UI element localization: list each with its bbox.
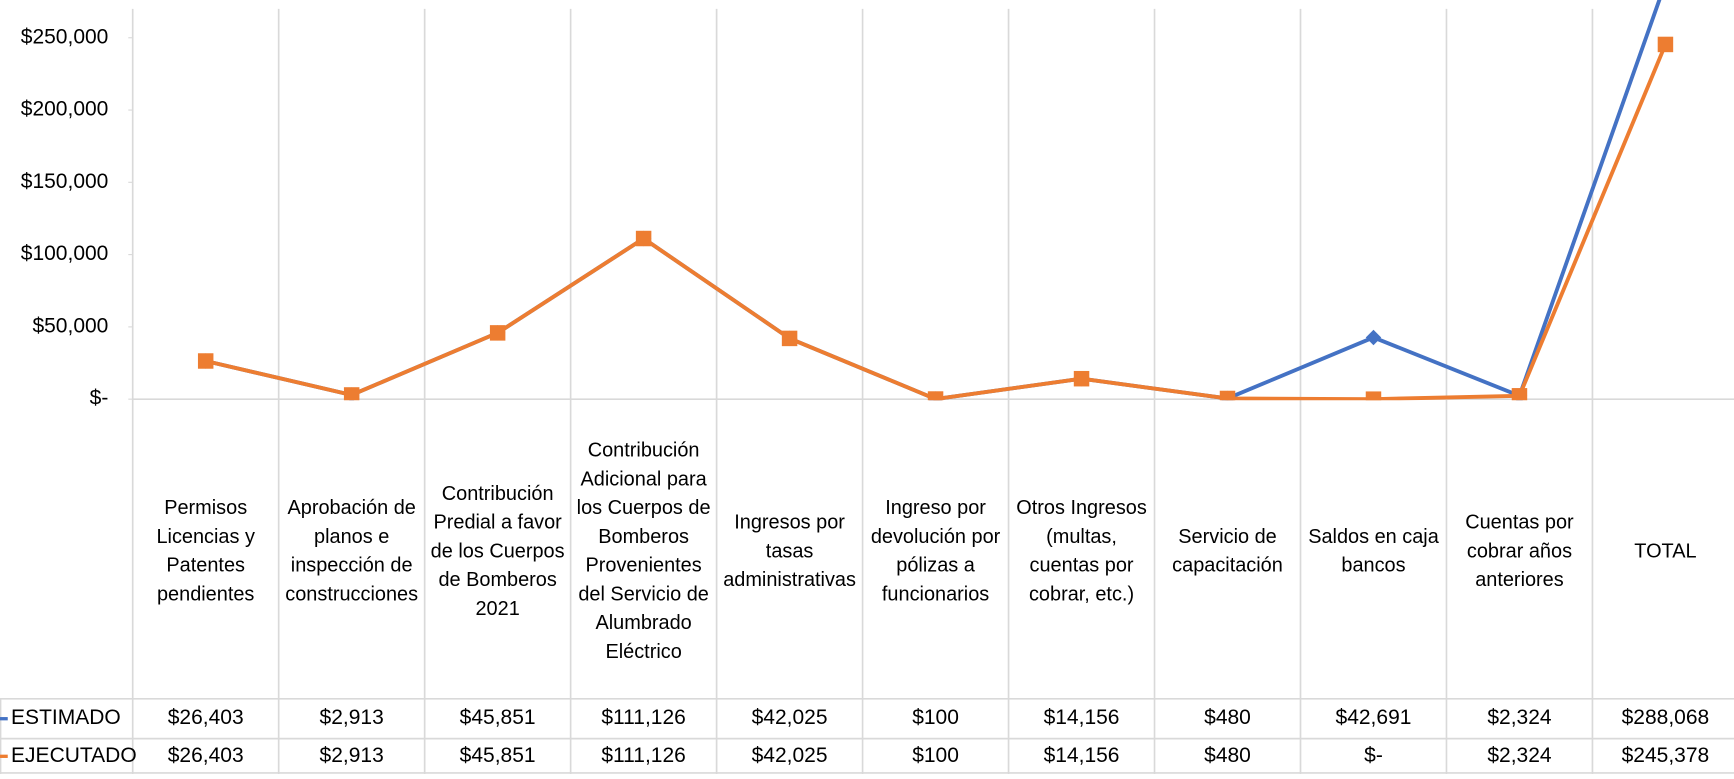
- x-tick-label: Cuentas por cobrar años anteriores: [1465, 510, 1574, 591]
- marker: [635, 230, 652, 247]
- table-value: $42,025: [752, 744, 828, 767]
- x-tick-label: Contribución Adicional para los Cuerpos …: [576, 438, 711, 663]
- table-value: $45,851: [460, 744, 536, 767]
- category-cell: Saldos en caja bancos: [1308, 525, 1439, 577]
- category-cell: Otros Ingresos (multas, cuentas por cobr…: [1016, 496, 1147, 605]
- marker: [489, 325, 506, 341]
- table-value: $111,126: [601, 744, 685, 767]
- marker: [1219, 390, 1236, 401]
- marker: [927, 391, 944, 401]
- x-tick-label: TOTAL: [1634, 539, 1697, 562]
- x-tick-label: Ingreso por devolución por pólizas a fun…: [870, 496, 1001, 605]
- table-value: $14,156: [1044, 744, 1120, 767]
- table-value: $26,403: [168, 744, 244, 767]
- x-tick-label: Otros Ingresos (multas, cuentas por cobr…: [1016, 496, 1147, 605]
- table-value: $26,403: [168, 706, 244, 729]
- y-tick-label: $200,000: [21, 98, 109, 121]
- x-tick-label: Ingresos por tasas administrativas: [723, 510, 856, 591]
- y-tick-label: $150,000: [21, 170, 109, 193]
- y-tick-label: $250,000: [21, 25, 109, 48]
- series: [197, 0, 1662, 401]
- category-cell: TOTAL: [1634, 539, 1697, 562]
- x-tick-label: Aprobación de planos e inspección de con…: [285, 496, 419, 605]
- y-tick-label: $100,000: [21, 242, 109, 265]
- table-value: $42,025: [752, 706, 828, 729]
- table-value: $14,156: [1044, 706, 1120, 729]
- table-value: $111,126: [601, 706, 685, 729]
- table-value: $-: [1364, 744, 1383, 767]
- table-value: $100: [912, 706, 959, 729]
- table-value: $42,691: [1336, 706, 1412, 729]
- marker: [1365, 329, 1382, 346]
- category-cell: Ingreso por devolución por pólizas a fun…: [870, 496, 1001, 605]
- table-value: $288,068: [1622, 706, 1710, 729]
- table-value: $480: [1204, 706, 1251, 729]
- series: [197, 36, 1674, 401]
- marker: [197, 353, 214, 369]
- legend-label: EJECUTADO: [11, 744, 137, 767]
- table-value: $2,324: [1487, 744, 1552, 767]
- table-value: $480: [1204, 744, 1251, 767]
- category-cell: Cuentas por cobrar años anteriores: [1465, 510, 1574, 591]
- marker: [1073, 370, 1090, 387]
- category-cell: Ingresos por tasas administrativas: [723, 510, 856, 591]
- legend-label: ESTIMADO: [11, 706, 121, 729]
- table-value: $2,913: [320, 744, 384, 767]
- x-tick-label: Permisos Licencias y Patentes pendientes: [156, 496, 255, 605]
- table-value: $45,851: [460, 706, 536, 729]
- y-tick-label: $50,000: [32, 314, 108, 337]
- category-cell: Aprobación de planos e inspección de con…: [285, 496, 419, 605]
- category-cell: Contribución Adicional para los Cuerpos …: [576, 438, 711, 663]
- x-tick-label: Contribución Predial a favor de los Cuer…: [430, 482, 565, 620]
- x-tick-label: Servicio de capacitación: [1172, 525, 1283, 577]
- table-value: $2,324: [1487, 706, 1552, 729]
- table-value: $100: [912, 744, 959, 767]
- y-tick-label: $-: [90, 387, 109, 410]
- category-cell: Servicio de capacitación: [1172, 525, 1283, 577]
- x-tick-label: Saldos en caja bancos: [1308, 525, 1439, 577]
- category-cell: Contribución Predial a favor de los Cuer…: [430, 482, 565, 620]
- marker: [1365, 391, 1382, 401]
- table-value: $245,378: [1622, 744, 1710, 767]
- marker: [1657, 36, 1674, 53]
- marker: [343, 387, 360, 401]
- marker: [781, 330, 798, 347]
- category-cell: Permisos Licencias y Patentes pendientes: [156, 496, 255, 605]
- marker: [1511, 388, 1528, 401]
- table-value: $2,913: [320, 706, 384, 729]
